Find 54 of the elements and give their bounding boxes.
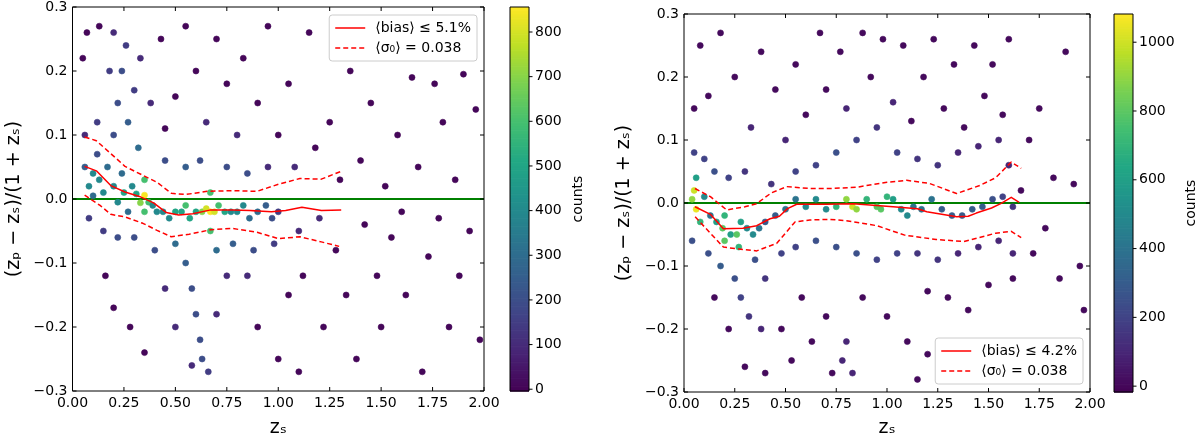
- color-bar-label: 400: [1139, 239, 1166, 256]
- y-tick-label: −0.2: [33, 317, 68, 334]
- y-axis-title: (zₚ − zₛ)/(1 + zₛ): [1, 120, 24, 278]
- x-tick-label: 1.50: [972, 395, 1005, 412]
- x-tick-label: 0.25: [719, 395, 751, 412]
- legend-label: ⟨σ₀⟩ = 0.038: [981, 361, 1068, 378]
- x-tick-label: 1.75: [416, 394, 449, 411]
- color-bar-title: counts: [569, 175, 586, 223]
- y-tick-label: 0.0: [656, 193, 679, 210]
- x-axis-title: zₛ: [269, 414, 287, 437]
- y-tick-label: −0.1: [33, 253, 68, 270]
- y-tick-label: −0.2: [645, 319, 679, 336]
- color-bar-label: 800: [1139, 101, 1166, 118]
- x-tick-label: 0.50: [159, 394, 191, 411]
- y-tick-label: 0.2: [656, 67, 679, 84]
- color-bar-label: 0: [535, 379, 544, 396]
- color-bar-label: 300: [535, 245, 562, 262]
- y-tick-label: 0.3: [45, 0, 68, 14]
- color-bar-label: 200: [1139, 308, 1166, 324]
- y-tick-label: −0.1: [645, 256, 679, 273]
- x-tick-label: 1.00: [871, 395, 903, 412]
- y-axis-title: (zₚ − zₛ)/(1 + zₛ): [611, 124, 634, 282]
- y-tick-label: 0.2: [45, 61, 68, 78]
- x-tick-label: 0.75: [820, 395, 852, 412]
- y-tick-label: 0.0: [45, 189, 68, 206]
- x-tick-label: 1.00: [262, 394, 294, 411]
- color-bar-title: counts: [1182, 179, 1199, 227]
- line-series: [694, 216, 1022, 252]
- color-bar-label: 1000: [1139, 32, 1175, 49]
- color-bar-label: 400: [535, 201, 562, 218]
- x-tick-label: 1.75: [1023, 395, 1055, 412]
- x-tick-label: 0.25: [108, 394, 140, 411]
- x-tick-label: 0.75: [211, 394, 243, 411]
- color-bar-label: 0: [1139, 376, 1148, 393]
- x-tick-label: 2.00: [1074, 395, 1106, 412]
- color-bar-label: 700: [535, 67, 562, 84]
- x-tick-label: 1.50: [365, 394, 397, 411]
- y-tick-label: 0.3: [656, 4, 679, 21]
- color-bar-label: 600: [1139, 170, 1166, 187]
- color-bar-label: 100: [535, 335, 562, 352]
- y-tick-label: 0.1: [656, 130, 679, 147]
- x-tick-label: 1.25: [314, 394, 346, 411]
- color-bar-label: 500: [535, 156, 562, 173]
- x-axis-title: zₛ: [878, 414, 896, 437]
- x-tick-label: 1.25: [922, 395, 954, 412]
- x-tick-label: 2.00: [468, 394, 500, 411]
- color-bar-label: 200: [535, 290, 562, 307]
- color-bar-label: 600: [535, 111, 562, 128]
- legend-label: ⟨bias⟩ ≤ 4.2%: [981, 341, 1078, 358]
- color-bar-label: 800: [535, 22, 562, 39]
- x-tick-label: 0.50: [769, 395, 802, 412]
- legend-label: ⟨bias⟩ ≤ 5.1%: [375, 18, 472, 35]
- y-tick-label: 0.1: [45, 125, 68, 142]
- legend-label: ⟨σ₀⟩ = 0.038: [375, 38, 462, 55]
